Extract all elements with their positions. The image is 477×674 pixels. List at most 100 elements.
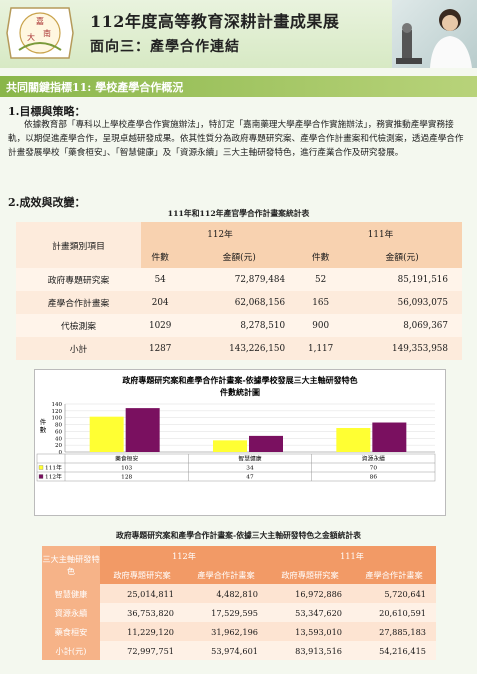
cell: 1,117 <box>299 337 343 360</box>
logo-char-2: 南 <box>43 28 51 38</box>
table-2-subhead: 政府專題研究案 <box>100 565 184 584</box>
cell: 4,482,810 <box>184 584 268 603</box>
page-title: 112年度高等教育深耕計畫成果展 <box>90 12 340 31</box>
y-tick-label: 80 <box>55 423 62 429</box>
table-row: 資源永續 36,753,820 17,529,595 53,347,620 20… <box>42 603 436 622</box>
table-1-corner: 計畫類別項目 <box>16 222 141 268</box>
y-tick-label: 140 <box>52 402 63 408</box>
table-row: 小計 1287 143,226,150 1,117 149,353,958 <box>16 337 462 360</box>
bar-111 <box>89 416 124 452</box>
cell: 31,962,196 <box>184 622 268 641</box>
section-bar: 共同關鍵指標11: 學校產學合作概況 <box>0 76 477 97</box>
chart-subtitle: 件數統計圖 <box>220 387 260 397</box>
y-axis-label-char: 件 <box>40 417 47 426</box>
chart-title: 政府專題研究案和產學合作計畫案-依據學校發展三大主軸研發特色 <box>122 375 357 385</box>
cell: 1287 <box>141 337 180 360</box>
cell: 8,069,367 <box>342 314 462 337</box>
table-2-year-111: 111年 <box>268 546 436 565</box>
cell: 13,593,010 <box>268 622 352 641</box>
y-tick-label: 0 <box>59 450 63 456</box>
cell: 72,997,751 <box>100 641 184 660</box>
section-2-title: 2.成效與改變： <box>8 196 86 209</box>
data-label: 103 <box>121 466 132 472</box>
table-row: 政府專題研究案 54 72,879,484 52 85,191,516 <box>16 268 462 291</box>
data-label: 70 <box>370 466 378 472</box>
row-label: 小計 <box>16 337 141 360</box>
cell: 27,885,183 <box>352 622 436 641</box>
logo-char-3: 大 <box>27 32 35 42</box>
table-1-year-112: 112年 <box>207 230 233 240</box>
cell: 8,278,510 <box>179 314 300 337</box>
bar-112 <box>249 435 283 452</box>
row-label: 資源永續 <box>42 603 100 622</box>
table-2-subhead: 政府專題研究案 <box>268 565 352 584</box>
cell: 16,972,886 <box>268 584 352 603</box>
row-label: 藥食桓安 <box>42 622 100 641</box>
table-2-subhead: 產學合作計畫案 <box>352 565 436 584</box>
cell: 5,720,641 <box>352 584 436 603</box>
cell: 900 <box>299 314 343 337</box>
y-tick-label: 60 <box>55 429 62 435</box>
table-2-subhead: 產學合作計畫案 <box>184 565 268 584</box>
cell: 62,068,156 <box>179 291 300 314</box>
legend-swatch <box>38 465 44 470</box>
row-label: 產學合作計畫案 <box>16 291 141 314</box>
table-1-subhead: 件數 <box>311 253 330 263</box>
logo-char-1: 嘉 <box>36 16 44 26</box>
project-stats-table: 計畫類別項目 112年 111年 件數 金額(元) 件數 金額(元) 政府專題研… <box>16 222 462 360</box>
table-1-subhead: 金額(元) <box>385 253 419 263</box>
x-tick-label: 藥食桓安 <box>115 455 138 463</box>
table-row: 產學合作計畫案 204 62,068,156 165 56,093,075 <box>16 291 462 314</box>
legend-label: 112年 <box>45 473 62 481</box>
table-1-year-111: 111年 <box>367 230 394 240</box>
cell: 11,229,120 <box>100 622 184 641</box>
table-2-year-112: 112年 <box>100 546 268 565</box>
bar-111 <box>336 428 371 452</box>
cell: 204 <box>141 291 180 314</box>
data-label: 128 <box>121 475 132 481</box>
chart-data-table <box>36 453 436 482</box>
data-label: 47 <box>246 475 254 481</box>
row-label: 代檢測案 <box>16 314 141 337</box>
table-2-corner: 三大主軸研發特色 <box>42 546 100 584</box>
lab-photo <box>392 0 477 68</box>
cell: 20,610,591 <box>352 603 436 622</box>
row-label: 小計(元) <box>42 641 100 660</box>
cell: 53,347,620 <box>268 603 352 622</box>
cell: 72,879,484 <box>179 268 300 291</box>
y-tick-label: 20 <box>55 443 62 449</box>
cell: 36,753,820 <box>100 603 184 622</box>
table-1-subhead: 件數 <box>151 253 169 263</box>
x-tick-label: 智慧健康 <box>238 455 261 463</box>
bar-112 <box>372 422 407 452</box>
section-1-text: 依據教育部「專科以上學校產學合作實施辦法」，特訂定「嘉南藥理大學產學合作實施辦法… <box>8 120 464 158</box>
x-tick-label: 資源永續 <box>362 455 385 463</box>
table-row: 智慧健康 25,014,811 4,482,810 16,972,886 5,7… <box>42 584 436 603</box>
table-2-caption: 政府專題研究案和產學合作計畫案-依據三大主軸研發特色之金額統計表 <box>116 531 361 540</box>
cell: 165 <box>299 291 343 314</box>
cell: 52 <box>299 268 343 291</box>
bar-112 <box>125 408 160 452</box>
cell: 143,226,150 <box>179 337 300 360</box>
header-banner: 嘉 南 大 112年度高等教育深耕計畫成果展 面向三：產學合作連結 <box>0 0 477 68</box>
table-1-caption: 111年和112年產官學合作計畫案統計表 <box>167 209 310 218</box>
y-axis-label-char: 數 <box>40 425 47 434</box>
cell: 54,216,415 <box>352 641 436 660</box>
section-bar-title: 共同關鍵指標11: 學校產學合作概況 <box>6 81 184 94</box>
section-1-title: 1.目標與策略： <box>8 105 86 118</box>
cell: 1029 <box>141 314 180 337</box>
cell: 85,191,516 <box>342 268 462 291</box>
funding-stats-table: 三大主軸研發特色 112年 111年 政府專題研究案 產學合作計畫案 政府專題研… <box>42 546 436 660</box>
row-label: 政府專題研究案 <box>16 268 141 291</box>
legend-swatch <box>38 474 44 479</box>
data-label: 86 <box>370 475 378 481</box>
table-row: 小計(元) 72,997,751 53,974,601 83,913,516 5… <box>42 641 436 660</box>
university-logo: 嘉 南 大 <box>6 7 74 59</box>
page-subtitle: 面向三：產學合作連結 <box>90 39 240 55</box>
cell: 149,353,958 <box>342 337 462 360</box>
table-1-subhead: 金額(元) <box>222 253 256 263</box>
bar-111 <box>213 440 247 452</box>
row-label: 智慧健康 <box>42 584 100 603</box>
legend-label: 111年 <box>45 464 62 472</box>
